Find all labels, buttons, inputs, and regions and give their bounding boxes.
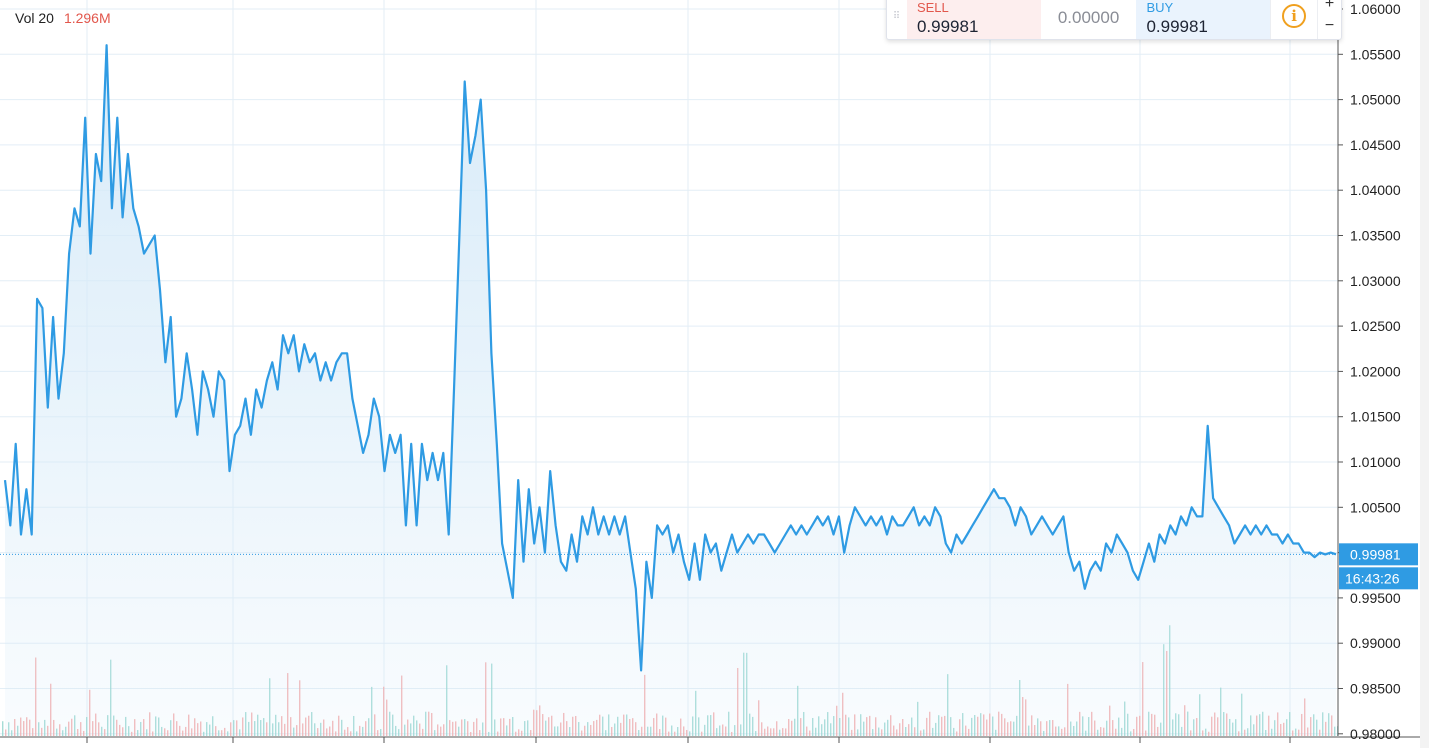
sell-price: 0.99981 bbox=[916, 17, 979, 36]
price-tick-label: 1.04000 bbox=[1350, 182, 1401, 198]
price-tick-label: 1.05500 bbox=[1350, 46, 1401, 62]
price-tick-label: 1.00500 bbox=[1350, 499, 1401, 515]
sell-label: SELL bbox=[916, 0, 949, 15]
spread-value: 0.00000 bbox=[1057, 8, 1120, 27]
price-tick-label: 1.02500 bbox=[1350, 318, 1401, 334]
volume-legend-value: 1.296M bbox=[63, 10, 111, 26]
price-tick-label: 0.98500 bbox=[1350, 681, 1401, 697]
price-tick-label: 1.02000 bbox=[1350, 363, 1401, 379]
info-icon: i bbox=[1282, 4, 1307, 28]
zoom-controls: + − bbox=[1317, 0, 1341, 39]
buy-label: BUY bbox=[1146, 0, 1174, 15]
price-tick-label: 1.03500 bbox=[1350, 228, 1401, 244]
price-tick-label: 1.04500 bbox=[1350, 137, 1401, 153]
price-tick-label: 1.01000 bbox=[1350, 454, 1401, 470]
price-area bbox=[5, 45, 1336, 736]
zoom-out-button[interactable]: − bbox=[1324, 17, 1335, 34]
sell-button[interactable]: SELL 0.99981 bbox=[906, 0, 1041, 39]
zoom-in-button[interactable]: + bbox=[1324, 0, 1335, 12]
countdown-label: 16:43:26 bbox=[1345, 570, 1400, 586]
buy-price: 0.99981 bbox=[1146, 17, 1208, 36]
countdown-badge bbox=[1339, 567, 1418, 590]
scroll-edge bbox=[1420, 0, 1429, 748]
price-tick-label: 1.01500 bbox=[1350, 409, 1401, 425]
price-tick-label: 1.03000 bbox=[1350, 273, 1401, 289]
price-tick-label: 0.98000 bbox=[1350, 726, 1401, 742]
info-button[interactable]: i bbox=[1270, 0, 1317, 39]
volume-legend: Vol 20 1.296M bbox=[15, 10, 111, 26]
last-price-badge bbox=[1339, 543, 1418, 566]
price-tick-label: 0.99500 bbox=[1350, 590, 1401, 606]
price-tick-label: 1.05000 bbox=[1350, 92, 1401, 108]
last-price-label: 0.99981 bbox=[1350, 546, 1401, 562]
price-tick-label: 1.06000 bbox=[1350, 1, 1401, 17]
volume-legend-label: Vol 20 bbox=[15, 10, 54, 26]
buy-button[interactable]: BUY 0.99981 bbox=[1136, 0, 1271, 39]
trade-panel: ⠿ SELL 0.99981 0.00000 BUY 0.99981 i + − bbox=[886, 0, 1342, 40]
drag-handle-icon[interactable]: ⠿ bbox=[892, 10, 902, 22]
volume-bar bbox=[2, 721, 4, 736]
price-tick-label: 0.99000 bbox=[1350, 635, 1401, 651]
price-line bbox=[3, 44, 1337, 672]
